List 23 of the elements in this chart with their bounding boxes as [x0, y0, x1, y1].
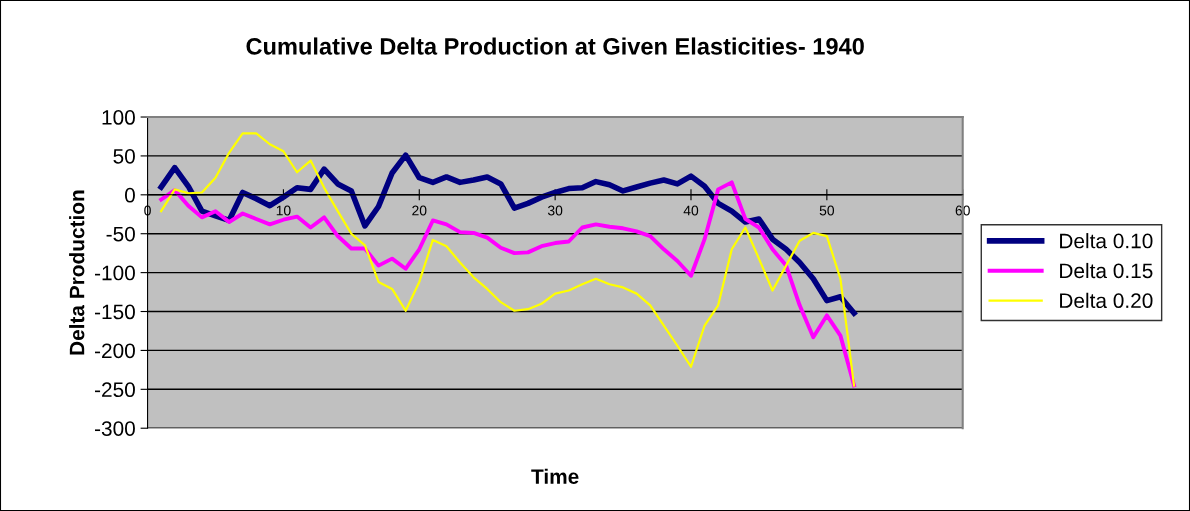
y-tick-label: -50 [106, 226, 135, 242]
x-tick-label: 60 [955, 205, 970, 216]
y-tick-label: -300 [94, 421, 135, 436]
y-tick-label: 100 [102, 110, 135, 125]
y-tick-label: -100 [94, 265, 135, 281]
line-series [160, 132, 856, 387]
y-tick-label: -200 [94, 343, 135, 359]
x-tick-label: 50 [819, 205, 835, 216]
y-tick-label: -150 [94, 304, 135, 320]
legend-label: Delta 0.20 [1060, 292, 1153, 309]
x-tick-label: 30 [547, 205, 563, 216]
y-tick-label: -250 [94, 382, 135, 398]
chart-title: Cumulative Delta Production at Given Elasticities- 1940 [246, 37, 864, 55]
x-tick-label: 40 [683, 205, 699, 216]
legend-label: Delta 0.10 [1060, 233, 1153, 249]
x-tick-label: 20 [412, 205, 427, 216]
y-axis-title: Delta Production [69, 190, 85, 355]
line-series [159, 180, 856, 388]
y-tick-label: 0 [124, 187, 135, 203]
y-tick-label: 50 [113, 148, 135, 164]
x-tick-label: 10 [276, 205, 291, 216]
x-axis-title: Time [531, 468, 579, 484]
legend-label: Delta 0.15 [1060, 262, 1153, 279]
